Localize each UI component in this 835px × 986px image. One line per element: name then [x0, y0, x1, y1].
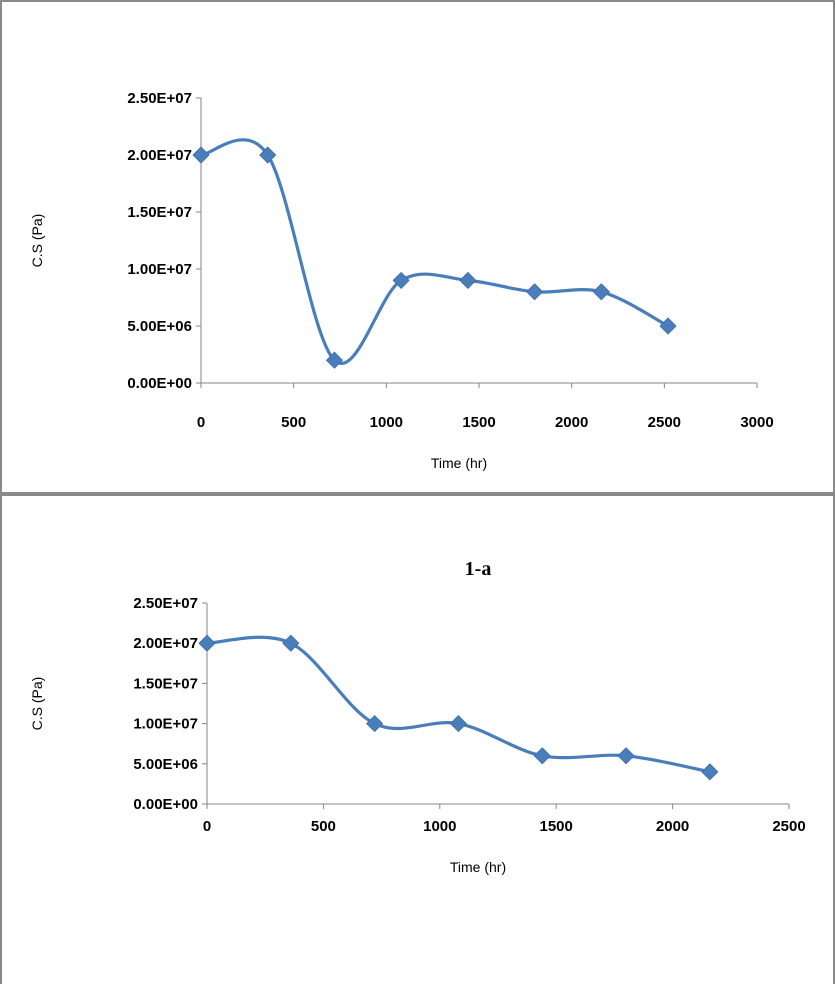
chart-panel-bottom: 1-a 0.00E+00 5.00E+06 1.00E+07 1.50E+07 2.00E…: [0, 494, 835, 984]
x-axis-title: Time (hr): [431, 455, 487, 471]
data-point-marker: [259, 146, 277, 164]
chart-title: 1-a: [465, 558, 492, 580]
data-point-marker: [617, 747, 635, 765]
y-axis-title: C.S (Pa): [29, 677, 45, 731]
y-tick-label: 2.00E+07: [133, 635, 198, 652]
y-tick-label: 1.00E+07: [127, 261, 192, 278]
x-tick-label: 0: [197, 414, 205, 431]
y-tick-label: 5.00E+06: [127, 318, 192, 335]
x-tick-label: 1500: [462, 414, 495, 431]
y-tick-label: 0.00E+00: [133, 796, 198, 813]
y-axis-title: C.S (Pa): [29, 214, 45, 268]
data-point-marker: [533, 747, 551, 765]
data-point-marker: [449, 715, 467, 733]
data-point-marker: [282, 634, 300, 652]
data-point-marker: [592, 283, 610, 301]
x-tick-label: 2500: [648, 414, 681, 431]
y-tick-label: 2.00E+07: [127, 147, 192, 164]
data-point-marker: [526, 283, 544, 301]
data-point-marker: [198, 634, 216, 652]
chart-top: 0.00E+00 5.00E+06 1.00E+07 1.50E+07 2.00E+07…: [29, 90, 774, 471]
data-point-marker: [392, 271, 410, 289]
y-tick-label: 1.50E+07: [133, 675, 198, 692]
data-point-marker: [192, 146, 210, 164]
x-tick-label: 3000: [740, 414, 773, 431]
y-tick-label: 1.00E+07: [133, 716, 198, 733]
data-point-marker: [659, 317, 677, 335]
data-point-marker: [459, 271, 477, 289]
x-axis-title: Time (hr): [450, 859, 506, 875]
series-line: [205, 635, 712, 774]
chart-panel-top: 0.00E+00 5.00E+06 1.00E+07 1.50E+07 2.00E+07…: [0, 0, 835, 494]
data-point-marker: [325, 351, 344, 369]
y-tick-label: 2.50E+07: [127, 90, 192, 107]
x-tick-label: 0: [203, 818, 211, 835]
y-tick-label: 2.50E+07: [133, 595, 198, 612]
y-tick-label: 5.00E+06: [133, 756, 198, 773]
x-tick-label: 500: [281, 414, 306, 431]
x-tick-label: 2000: [656, 818, 689, 835]
data-point-marker: [701, 763, 719, 781]
x-tick-label: 1000: [370, 414, 403, 431]
x-tick-label: 2000: [555, 414, 588, 431]
x-tick-label: 1500: [540, 818, 573, 835]
chart-bottom: 1-a 0.00E+00 5.00E+06 1.00E+07 1.50E+07 2.00E…: [29, 558, 806, 875]
series-line: [199, 138, 670, 365]
x-tick-label: 500: [311, 818, 336, 835]
y-tick-label: 0.00E+00: [127, 375, 192, 392]
data-point-marker: [366, 715, 384, 733]
x-tick-label: 1000: [423, 818, 456, 835]
y-tick-label: 1.50E+07: [127, 204, 192, 221]
x-tick-label: 2500: [772, 818, 805, 835]
